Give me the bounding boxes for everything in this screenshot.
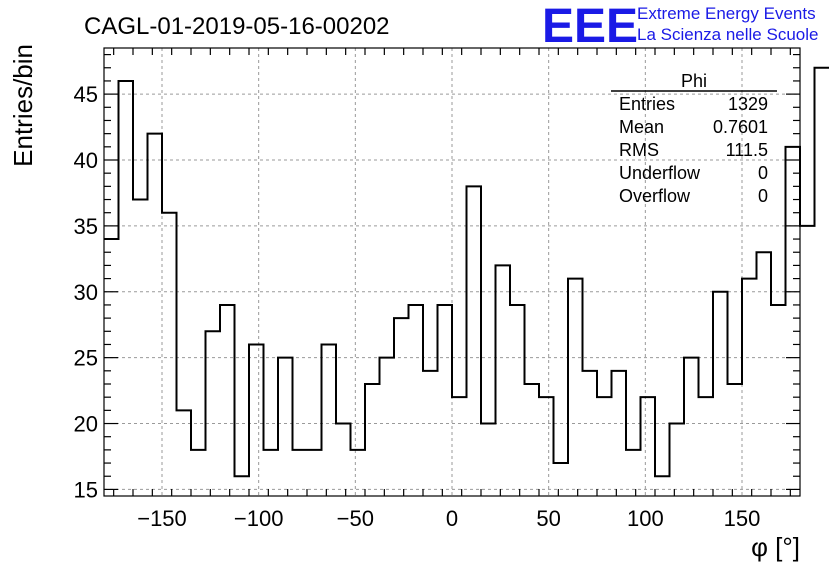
stats-row-value: 0 bbox=[758, 163, 768, 183]
x-tick-label: 150 bbox=[724, 506, 761, 531]
stats-row-label: Overflow bbox=[619, 186, 691, 206]
stats-title: Phi bbox=[681, 71, 707, 91]
x-tick-label: 50 bbox=[536, 506, 560, 531]
x-tick-label: −50 bbox=[337, 506, 374, 531]
stats-box: Phi Entries 1329 Mean 0.7601 RMS 111.5 Underfl… bbox=[611, 71, 777, 206]
axis-ticks bbox=[104, 48, 800, 496]
x-tick-label: −150 bbox=[137, 506, 187, 531]
stats-row-value: 1329 bbox=[728, 94, 768, 114]
x-tick-label: 100 bbox=[627, 506, 664, 531]
plot-frame bbox=[103, 47, 801, 497]
x-axis-title: φ [°] bbox=[751, 532, 800, 562]
eee-logo: EEE Extreme Energy Events La Scienza nel… bbox=[542, 0, 818, 53]
y-tick-label: 30 bbox=[74, 280, 98, 305]
chart-title: CAGL-01-2019-05-16-00202 bbox=[84, 13, 390, 40]
grid-lines bbox=[104, 48, 800, 496]
y-tick-label: 20 bbox=[74, 412, 98, 437]
y-tick-label: 25 bbox=[74, 346, 98, 371]
x-tick-label: 0 bbox=[446, 506, 458, 531]
stats-row-label: Underflow bbox=[619, 163, 701, 183]
stats-row-label: RMS bbox=[619, 140, 659, 160]
logo-line-1: Extreme Energy Events bbox=[637, 4, 816, 23]
stats-row-label: Mean bbox=[619, 117, 664, 137]
stats-row-value: 0.7601 bbox=[713, 117, 768, 137]
y-tick-label: 45 bbox=[74, 82, 98, 107]
histogram-line bbox=[104, 66, 829, 478]
eee-logo-mark: EEE bbox=[542, 0, 638, 53]
y-tick-label: 40 bbox=[74, 148, 98, 173]
x-tick-labels: −150 −100 −50 0 50 100 150 bbox=[137, 506, 760, 531]
stats-row-label: Entries bbox=[619, 94, 675, 114]
stats-row-value: 111.5 bbox=[726, 140, 768, 160]
y-tick-labels: 15 20 25 30 35 40 45 bbox=[74, 82, 98, 502]
y-tick-label: 15 bbox=[74, 477, 98, 502]
logo-line-2: La Scienza nelle Scuole bbox=[637, 25, 818, 44]
stats-row-value: 0 bbox=[758, 186, 768, 206]
y-axis-title: Entries/bin bbox=[8, 44, 38, 167]
y-tick-label: 35 bbox=[74, 214, 98, 239]
x-tick-label: −100 bbox=[234, 506, 284, 531]
